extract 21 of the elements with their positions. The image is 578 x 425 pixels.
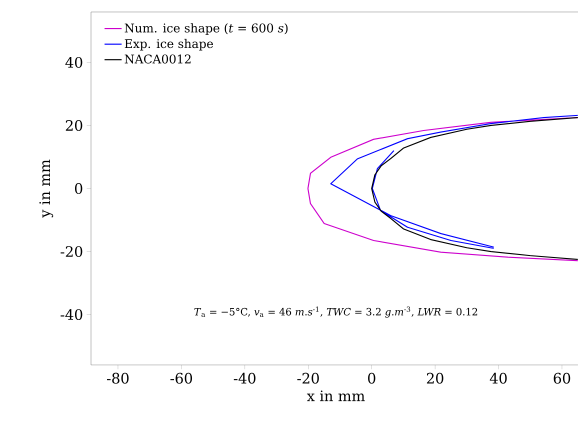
legend-label: NACA0012 [124,54,191,64]
y-tick-label: 0 [75,183,82,194]
x-tick-label: 60 [554,372,570,384]
y-axis-title: y in mm [39,160,54,218]
x-tick-label: 40 [490,372,507,384]
line-series [371,117,578,260]
y-tick-label: 20 [66,120,82,131]
legend-label: Exp. ice shape [124,38,213,50]
text: T$_{a}$ = −5°C, v$_{a}$ = 46 m.s$^{-1}$, TWC = 3.2 g.m$^{-3}$, LWR = 0.12 [194,306,478,318]
y-tick-label: -40 [60,309,82,320]
x-axis-title: x in mm [306,390,365,402]
x-tick-label: -20 [297,372,319,384]
x-tick-label: -60 [170,372,192,384]
x-tick-label: 0 [368,372,376,384]
line-series [307,117,578,262]
x-tick-label: -80 [107,372,129,384]
y-tick-label: 40 [65,56,82,68]
y-tick-label: -20 [60,246,82,257]
x-tick-label: 20 [426,372,444,384]
legend-label: Num. ice shape (t = 600 s) [124,23,288,35]
x-tick-label: -40 [234,372,256,384]
